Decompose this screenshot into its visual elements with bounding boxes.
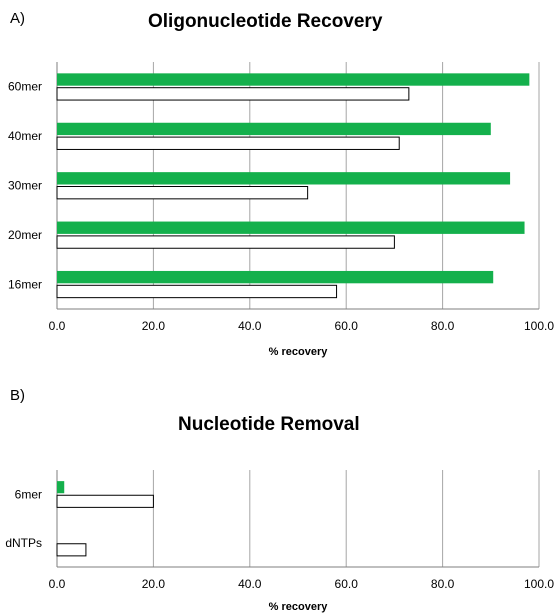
chart-a-bar-series2	[56, 136, 400, 150]
chart-a-x-tick-label: 100.0	[524, 319, 554, 333]
chart-b-x-tick-label: 0.0	[49, 577, 66, 591]
chart-a-x-tick-label: 40.0	[238, 319, 262, 333]
chart-a-bar-series1	[57, 221, 525, 234]
chart-a-x-tick-label: 20.0	[142, 319, 166, 333]
chart-a-bar-series1	[57, 122, 491, 136]
chart-a-x-axis-label: % recovery	[269, 346, 329, 358]
chart-b-bar-series2	[56, 543, 87, 557]
chart-a-bar-series2	[56, 284, 338, 299]
chart-a-category-label: 16mer	[8, 277, 42, 291]
chart-a-bar-series1	[57, 73, 530, 86]
chart-a-category-label: 20mer	[8, 228, 42, 242]
chart-b-x-tick-label: 20.0	[142, 577, 166, 591]
chart-b-x-tick-label: 100.0	[524, 577, 554, 591]
chart-a-bar-series2	[56, 87, 410, 101]
chart-b-x-axis-label: % recovery	[269, 601, 329, 613]
chart-a-bar-series2	[56, 235, 395, 249]
chart-b-x-tick-label: 60.0	[335, 577, 359, 591]
chart-b-x-tick-label: 80.0	[431, 577, 455, 591]
chart-a-category-label: 30mer	[8, 179, 42, 193]
chart-b-category-label: dNTPs	[5, 536, 42, 550]
chart-a-bar-series1	[57, 172, 511, 185]
chart-b-x-tick-label: 40.0	[238, 577, 262, 591]
chart-a-x-tick-label: 80.0	[431, 319, 455, 333]
chart-b-bar-series2	[56, 494, 154, 508]
chart-a-bar-series2	[56, 186, 309, 200]
chart-b-title: Nucleotide Removal	[178, 414, 360, 435]
panel-a-label: A)	[10, 10, 25, 27]
chart-b-category-label: 6mer	[15, 487, 42, 501]
chart-a-bar-series1	[57, 270, 494, 284]
chart-a-title: Oligonucleotide Recovery	[148, 11, 383, 32]
chart-a-x-tick-label: 0.0	[49, 319, 66, 333]
chart-a-category-label: 60mer	[8, 80, 42, 94]
chart-a-category-label: 40mer	[8, 129, 42, 143]
chart-b-bar-series1	[57, 481, 65, 494]
panel-b-label: B)	[10, 387, 25, 404]
chart-a-x-tick-label: 60.0	[335, 319, 359, 333]
